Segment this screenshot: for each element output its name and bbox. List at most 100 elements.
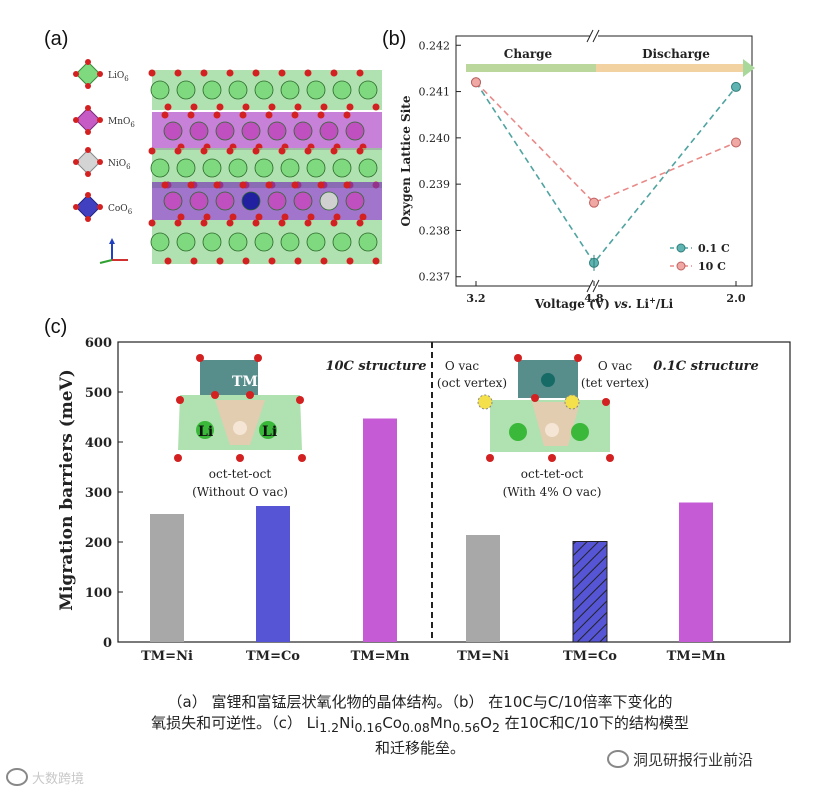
- ovac-right-line2: (tet vertex): [581, 376, 649, 390]
- x-tick-label: TM=Co: [246, 649, 300, 664]
- crystal-atom: [150, 232, 170, 252]
- oxygen-atom: [255, 213, 263, 221]
- oxygen-atom: [304, 147, 312, 155]
- oxygen-atom: [203, 213, 211, 221]
- oxygen-atom: [265, 181, 273, 189]
- oxygen-atom: [278, 69, 286, 77]
- data-point: [731, 137, 741, 148]
- crystal-atom: [332, 80, 352, 100]
- oxygen-atom: [346, 257, 354, 265]
- data-point: [731, 81, 741, 92]
- oxygen-atom: [294, 257, 302, 265]
- panel-c-ylabel: Migration barriers (meV): [57, 369, 77, 611]
- oxygen-atom: [372, 103, 380, 111]
- right-condition: (With 4% O vac): [503, 485, 602, 499]
- oxygen-atom: [229, 213, 237, 221]
- oxygen-atom: [343, 111, 351, 119]
- right-path-label: oct-tet-oct: [521, 467, 584, 481]
- crystal-atom: [267, 121, 287, 141]
- crystal-atom: [228, 232, 248, 252]
- oxygen-atom: [148, 219, 156, 227]
- crystal-atom: [215, 121, 235, 141]
- oxygen-atom: [333, 213, 341, 221]
- crystal-atom: [163, 121, 183, 141]
- oxygen-atom: [164, 103, 172, 111]
- data-point: [589, 197, 599, 208]
- oxygen-atom: [252, 69, 260, 77]
- panel-a-crystal: LiO6 MnO6 NiO6 CoO6: [73, 59, 382, 265]
- crystal-atom: [306, 232, 326, 252]
- charge-arrow-bar: [466, 64, 743, 72]
- bar-tm-ni-01c: [466, 535, 500, 642]
- x-tick-label: TM=Ni: [457, 649, 509, 664]
- panel-b-label: (b): [382, 28, 407, 50]
- series-line-10C: [475, 81, 737, 204]
- oxygen-atom: [200, 219, 208, 227]
- oxygen-atom: [216, 257, 224, 265]
- oxygen-atom: [190, 257, 198, 265]
- oxygen-atom: [372, 257, 380, 265]
- crystal-atom: [189, 121, 209, 141]
- crystal-atom: [267, 191, 287, 211]
- watermark-left: 大数跨境: [6, 768, 84, 787]
- crystal-atom: [241, 121, 261, 141]
- crystal-atom: [306, 158, 326, 178]
- oxygen-atom: [356, 69, 364, 77]
- y-tick-label: 0.239: [419, 178, 451, 191]
- legend-lio6-icon: [73, 59, 103, 89]
- y-tick-label: 600: [85, 336, 112, 351]
- oxygen-atom: [226, 219, 234, 227]
- oxygen-atom: [161, 181, 169, 189]
- y-tick-label: 0.240: [419, 132, 451, 145]
- crystal-atom: [332, 232, 352, 252]
- caption-line3: 和迁移能垒。: [374, 739, 465, 757]
- li-label-left: Li: [198, 424, 213, 440]
- panel-b-chart: Charge Discharge Oxygen Lattice Site Vol…: [399, 29, 755, 311]
- oxygen-atom: [320, 103, 328, 111]
- crystal-atom: [176, 158, 196, 178]
- oxygen-atom: [242, 103, 250, 111]
- oxygen-atom: [190, 103, 198, 111]
- axis-break-top: [586, 29, 600, 43]
- crystal-atom: [280, 232, 300, 252]
- left-structure-model: TM Li Li oct-tet-oct (Without O vac): [174, 354, 306, 499]
- axes-icon: [99, 238, 128, 264]
- oxygen-atom: [200, 69, 208, 77]
- legend-10c: 10 C: [698, 260, 726, 273]
- oxygen-atom: [320, 257, 328, 265]
- left-condition: (Without O vac): [192, 485, 288, 499]
- oxygen-atom: [161, 111, 169, 119]
- crystal-atom: [358, 158, 378, 178]
- panel-b-xlabel: Voltage (V) vs. Li+/Li: [534, 295, 674, 311]
- title-01c: 0.1C structure: [653, 359, 759, 374]
- x-tick-label: TM=Ni: [141, 649, 193, 664]
- x-tick-label: 3.2: [466, 292, 485, 305]
- crystal-atom: [345, 121, 365, 141]
- oxygen-atom: [187, 111, 195, 119]
- oxygen-atom: [330, 69, 338, 77]
- legend-mno6-icon: [73, 105, 103, 135]
- bar-tm-ni-10c: [150, 514, 184, 642]
- y-tick-label: 100: [85, 586, 112, 601]
- x-tick-label: 2.0: [726, 292, 745, 305]
- y-tick-label: 0: [103, 636, 112, 651]
- oxygen-atom: [213, 111, 221, 119]
- legend-lio6: LiO6: [108, 71, 129, 83]
- oxygen-atom: [343, 181, 351, 189]
- oxygen-atom: [226, 147, 234, 155]
- legend-mno6: MnO6: [108, 117, 135, 129]
- oxygen-atom: [239, 181, 247, 189]
- crystal-atom: [293, 121, 313, 141]
- legend-coo6-icon: [73, 192, 103, 222]
- oxygen-atom: [242, 257, 250, 265]
- panel-b-ylabel: Oxygen Lattice Site: [399, 95, 413, 226]
- data-point: [471, 77, 481, 88]
- arrow-head: [743, 59, 755, 77]
- oxygen-atom: [304, 219, 312, 227]
- legend-coo6: CoO6: [108, 204, 133, 216]
- y-tick-label: 0.242: [419, 39, 451, 52]
- crystal-atom: [189, 191, 209, 211]
- oxygen-atom: [278, 219, 286, 227]
- left-path-label: oct-tet-oct: [209, 467, 272, 481]
- bar-tm-co-01c: [572, 541, 608, 643]
